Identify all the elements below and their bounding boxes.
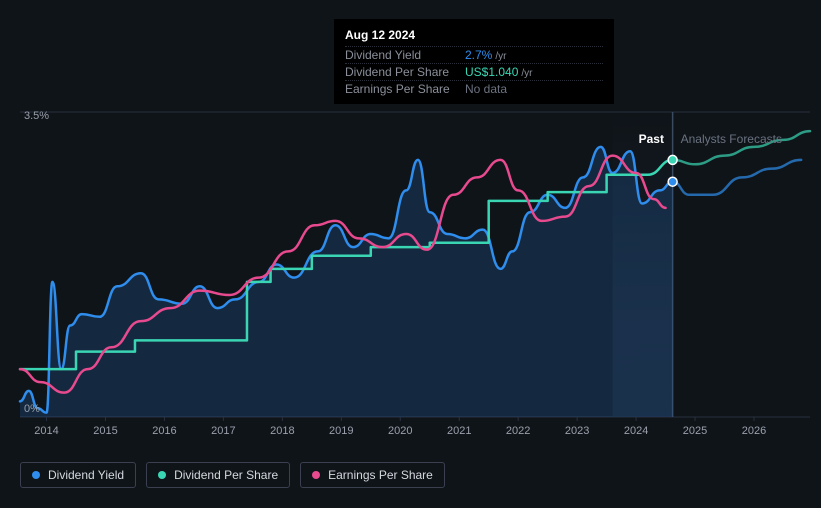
- tooltip-row-label: Dividend Per Share: [345, 65, 465, 79]
- legend-item-label: Dividend Per Share: [174, 468, 278, 482]
- x-tick-label: 2020: [388, 425, 412, 437]
- past-label: Past: [639, 132, 664, 146]
- x-tick-label: 2019: [329, 425, 353, 437]
- tooltip-date: Aug 12 2024: [345, 26, 603, 46]
- x-tick-label: 2024: [624, 425, 648, 437]
- legend-item-dividend-yield[interactable]: Dividend Yield: [20, 462, 136, 488]
- tooltip-row-value: No data: [465, 82, 507, 96]
- chart-container: 0% 3.5% 2014 2015 2016 2017 2018 2019 2020 2021 2…: [0, 0, 821, 508]
- x-tick-label: 2023: [565, 425, 589, 437]
- legend-item-label: Dividend Yield: [48, 468, 124, 482]
- tooltip-row: Earnings Per ShareNo data: [345, 80, 603, 97]
- y-tick-label: 0%: [24, 403, 40, 415]
- legend-item-earnings-per-share[interactable]: Earnings Per Share: [300, 462, 445, 488]
- tooltip-row-value: US$1.040: [465, 65, 518, 79]
- legend-item-dividend-per-share[interactable]: Dividend Per Share: [146, 462, 290, 488]
- tooltip-row-label: Earnings Per Share: [345, 82, 465, 96]
- x-tick-label: 2018: [270, 425, 294, 437]
- y-tick-label: 3.5%: [24, 110, 49, 122]
- x-tick-label: 2021: [447, 425, 471, 437]
- chart-tooltip: Aug 12 2024 Dividend Yield2.7%/yrDividen…: [334, 19, 614, 104]
- x-tick-label: 2014: [34, 425, 58, 437]
- chart-legend: Dividend Yield Dividend Per Share Earnings…: [20, 462, 445, 488]
- tooltip-rows: Dividend Yield2.7%/yrDividend Per ShareU…: [345, 46, 603, 97]
- tooltip-row-suffix: /yr: [495, 51, 506, 62]
- x-tick-label: 2022: [506, 425, 530, 437]
- legend-dot-icon: [312, 471, 320, 479]
- tooltip-row-label: Dividend Yield: [345, 48, 465, 62]
- x-tick-label: 2016: [152, 425, 176, 437]
- legend-dot-icon: [32, 471, 40, 479]
- tooltip-row: Dividend Per ShareUS$1.040/yr: [345, 63, 603, 80]
- forecast-label: Analysts Forecasts: [681, 132, 782, 146]
- tooltip-row-value: 2.7%: [465, 48, 492, 62]
- legend-item-label: Earnings Per Share: [328, 468, 433, 482]
- x-tick-label: 2026: [742, 425, 766, 437]
- x-tick-label: 2017: [211, 425, 235, 437]
- tooltip-row-suffix: /yr: [521, 68, 532, 79]
- legend-dot-icon: [158, 471, 166, 479]
- x-tick-label: 2015: [93, 425, 117, 437]
- tooltip-row: Dividend Yield2.7%/yr: [345, 46, 603, 63]
- x-tick-label: 2025: [683, 425, 707, 437]
